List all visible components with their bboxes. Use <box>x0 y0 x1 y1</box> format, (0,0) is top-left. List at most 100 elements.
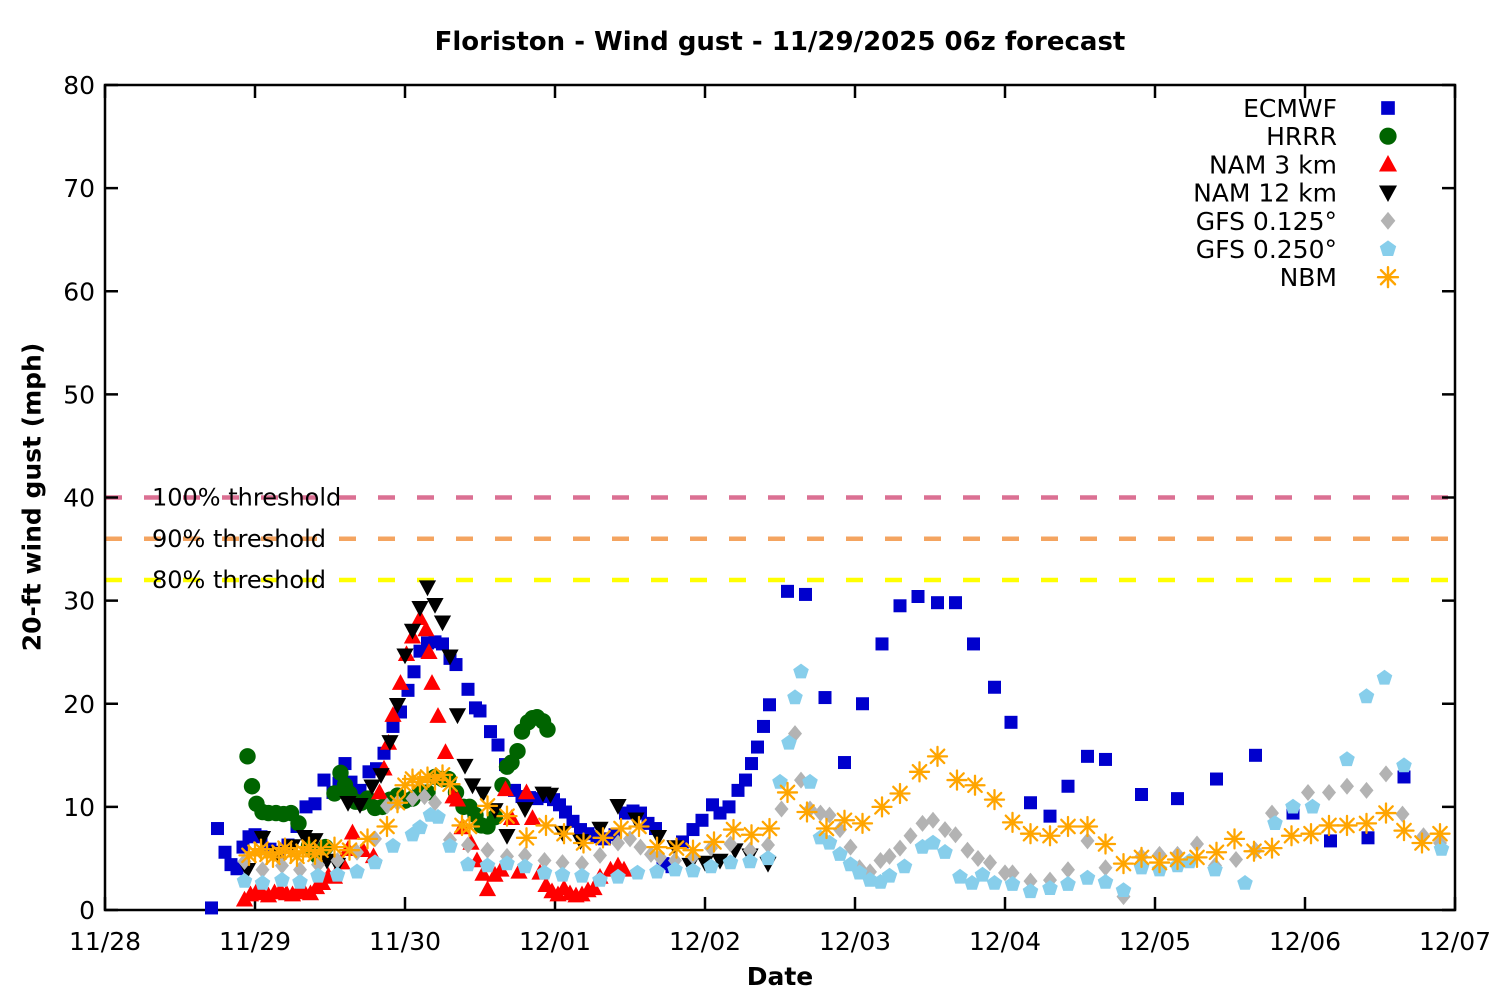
x-tick-label: 12/03 <box>819 927 891 956</box>
marker-diamond <box>480 841 495 859</box>
marker-square <box>818 691 832 705</box>
marker-pentagon <box>842 856 859 872</box>
marker-diamond <box>1379 765 1393 783</box>
marker-diamond <box>948 826 963 844</box>
marker-square <box>1397 770 1411 784</box>
marker-triangle-down <box>339 795 357 812</box>
marker-circle <box>539 721 556 738</box>
marker-pentagon <box>1115 882 1132 897</box>
legend-label-nam-3-km: NAM 3 km <box>1209 150 1337 179</box>
marker-pentagon <box>742 853 758 869</box>
marker-circle <box>332 764 349 782</box>
marker-asterisk <box>442 776 458 793</box>
marker-diamond <box>1229 850 1243 868</box>
marker-asterisk <box>836 812 853 829</box>
marker-pentagon <box>781 734 797 750</box>
marker-triangle-down <box>418 580 437 597</box>
marker-asterisk <box>706 834 722 850</box>
marker-triangle-down <box>381 735 399 751</box>
marker-square <box>1099 752 1112 766</box>
marker-pentagon <box>925 834 941 850</box>
marker-pentagon <box>292 874 308 889</box>
marker-pentagon <box>499 855 515 871</box>
y-tick-label: 40 <box>63 484 95 513</box>
marker-pentagon <box>667 861 683 877</box>
marker-pentagon <box>385 837 401 853</box>
marker-pentagon <box>964 875 980 890</box>
marker-pentagon <box>1396 757 1412 773</box>
marker-diamond <box>405 790 420 808</box>
marker-pentagon <box>974 866 991 882</box>
y-tick-label: 80 <box>63 71 95 100</box>
marker-circle <box>239 748 256 765</box>
marker-square <box>491 738 505 752</box>
marker-triangle-down <box>396 648 414 665</box>
marker-asterisk <box>283 845 299 862</box>
marker-pentagon <box>479 857 496 873</box>
y-tick-label: 0 <box>79 896 95 925</box>
marker-pentagon <box>574 867 590 883</box>
marker-pentagon <box>1379 240 1397 256</box>
marker-square <box>911 590 925 603</box>
marker-asterisk <box>1097 836 1114 852</box>
marker-triangle-up <box>523 809 542 826</box>
marker-triangle-up <box>585 879 603 896</box>
marker-triangle-down <box>441 649 459 666</box>
marker-pentagon <box>349 863 365 879</box>
marker-pentagon <box>772 773 788 789</box>
marker-diamond <box>1340 777 1354 795</box>
marker-triangle-down <box>318 853 336 870</box>
marker-square <box>1135 788 1148 801</box>
marker-asterisk <box>1115 855 1132 872</box>
marker-triangle-up <box>423 674 441 690</box>
marker-triangle-up <box>478 880 497 897</box>
series-nbm <box>238 745 1451 875</box>
marker-circle <box>243 778 261 795</box>
marker-asterisk <box>1004 814 1021 831</box>
marker-pentagon <box>793 663 809 679</box>
legend-label-nbm: NBM <box>1280 263 1337 292</box>
marker-square <box>1324 834 1337 848</box>
marker-diamond <box>893 839 907 857</box>
marker-asterisk <box>668 840 685 856</box>
marker-diamond <box>1098 859 1113 877</box>
threshold-label-40: 100% threshold <box>152 484 341 512</box>
marker-asterisk <box>518 829 535 846</box>
marker-square <box>751 740 764 754</box>
marker-asterisk <box>967 777 983 794</box>
y-tick-label: 30 <box>63 587 95 616</box>
marker-diamond <box>518 846 532 864</box>
marker-asterisk <box>631 818 647 835</box>
marker-diamond <box>960 841 975 859</box>
marker-asterisk <box>538 817 554 834</box>
marker-square <box>407 665 421 679</box>
marker-triangle-down <box>649 829 668 846</box>
marker-triangle-down <box>372 768 390 784</box>
marker-asterisk <box>313 842 329 859</box>
marker-asterisk <box>1303 825 1319 842</box>
marker-triangle-up <box>510 862 528 879</box>
marker-asterisk <box>1432 825 1448 842</box>
marker-square <box>893 599 907 613</box>
marker-triangle-down <box>1378 185 1398 203</box>
marker-diamond <box>1395 805 1410 823</box>
marker-square <box>308 797 322 811</box>
marker-pentagon <box>1376 669 1393 685</box>
legend-label-gfs-0-125-: GFS 0.125° <box>1196 207 1337 236</box>
marker-triangle-up <box>1378 154 1398 172</box>
marker-square <box>722 800 736 814</box>
marker-asterisk <box>799 804 815 820</box>
marker-asterisk <box>1396 822 1412 839</box>
chart-title: Floriston - Wind gust - 11/29/2025 06z f… <box>434 27 1126 57</box>
marker-asterisk <box>1378 805 1394 821</box>
marker-asterisk <box>341 842 358 859</box>
marker-pentagon <box>629 864 646 880</box>
marker-pentagon <box>832 846 848 861</box>
marker-pentagon <box>554 866 571 882</box>
marker-pentagon <box>1042 880 1058 895</box>
marker-pentagon <box>412 819 428 835</box>
marker-pentagon <box>1433 841 1450 856</box>
marker-asterisk <box>1079 818 1096 835</box>
marker-asterisk <box>649 839 665 855</box>
marker-diamond <box>428 794 442 812</box>
